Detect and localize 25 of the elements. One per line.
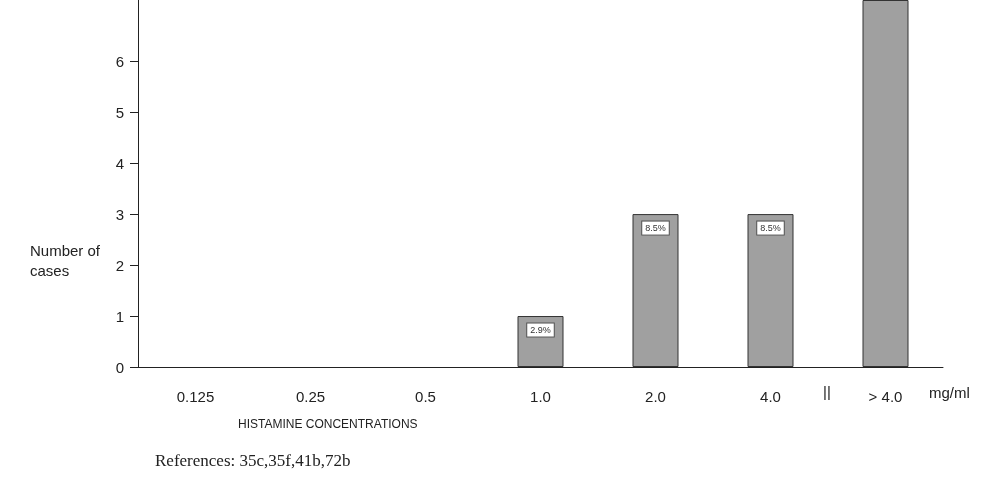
bar [747, 214, 794, 367]
annotation: 2.9% [530, 325, 551, 336]
y-tick-label: 3 [115, 205, 124, 223]
annotation: 8.5% [760, 223, 781, 234]
x-tick-label: > 4.0 [868, 388, 903, 405]
x-tick-label: 0.125 [176, 388, 215, 405]
x-tick-label: 0.5 [415, 388, 436, 405]
y-tick-label: 6 [115, 52, 124, 70]
annotation: 8.5% [645, 223, 666, 234]
y-axis-title: Number of cases [30, 241, 105, 279]
x-tick-label: 2.0 [645, 388, 666, 405]
x-tick-label: 0.25 [295, 388, 326, 405]
text: References: 35c,35f,41b,72b [155, 451, 351, 470]
x-tick-label: 1.0 [530, 388, 551, 405]
y-tick-label: 5 [115, 103, 124, 121]
y-tick-label: 2 [115, 256, 124, 274]
y-tick-label: 1 [115, 307, 124, 325]
text: || [823, 383, 831, 400]
bar [862, 0, 909, 367]
text: mg/ml [929, 384, 970, 401]
bar [632, 214, 679, 367]
x-tick-label: 4.0 [760, 388, 781, 405]
y-tick-label: 0 [115, 358, 124, 376]
x-axis-title: HISTAMINE CONCENTRATIONS [238, 417, 418, 431]
y-tick-label: 4 [115, 154, 124, 172]
